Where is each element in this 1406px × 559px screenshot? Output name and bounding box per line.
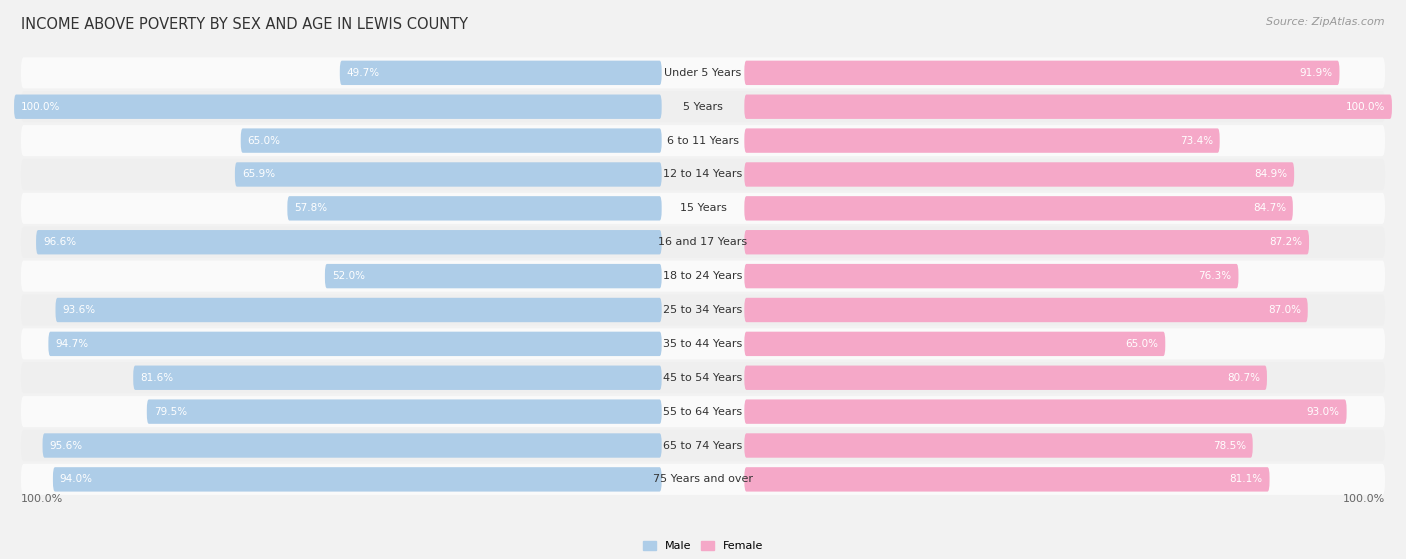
FancyBboxPatch shape (235, 162, 662, 187)
Text: Under 5 Years: Under 5 Years (665, 68, 741, 78)
FancyBboxPatch shape (21, 396, 1385, 427)
FancyBboxPatch shape (21, 226, 1385, 258)
Legend: Male, Female: Male, Female (638, 536, 768, 556)
Text: 87.0%: 87.0% (1268, 305, 1301, 315)
FancyBboxPatch shape (744, 331, 1166, 356)
Text: Source: ZipAtlas.com: Source: ZipAtlas.com (1267, 17, 1385, 27)
Text: 35 to 44 Years: 35 to 44 Years (664, 339, 742, 349)
FancyBboxPatch shape (744, 298, 1308, 322)
FancyBboxPatch shape (744, 433, 1253, 458)
FancyBboxPatch shape (134, 366, 662, 390)
Text: 80.7%: 80.7% (1227, 373, 1260, 383)
FancyBboxPatch shape (21, 362, 1385, 394)
Text: 73.4%: 73.4% (1180, 136, 1213, 145)
FancyBboxPatch shape (744, 162, 1294, 187)
FancyBboxPatch shape (21, 464, 1385, 495)
FancyBboxPatch shape (744, 230, 1309, 254)
FancyBboxPatch shape (744, 264, 1239, 288)
FancyBboxPatch shape (744, 60, 1340, 85)
FancyBboxPatch shape (744, 467, 1270, 491)
Text: 81.1%: 81.1% (1229, 475, 1263, 485)
Text: 25 to 34 Years: 25 to 34 Years (664, 305, 742, 315)
Text: 100.0%: 100.0% (1343, 494, 1385, 504)
FancyBboxPatch shape (21, 57, 1385, 88)
Text: 15 Years: 15 Years (679, 203, 727, 214)
FancyBboxPatch shape (21, 125, 1385, 156)
Text: 65 to 74 Years: 65 to 74 Years (664, 440, 742, 451)
Text: 93.0%: 93.0% (1306, 406, 1340, 416)
Text: 96.6%: 96.6% (44, 237, 76, 247)
Text: 12 to 14 Years: 12 to 14 Years (664, 169, 742, 179)
FancyBboxPatch shape (744, 400, 1347, 424)
Text: 6 to 11 Years: 6 to 11 Years (666, 136, 740, 145)
FancyBboxPatch shape (14, 94, 662, 119)
Text: 94.7%: 94.7% (55, 339, 89, 349)
Text: 45 to 54 Years: 45 to 54 Years (664, 373, 742, 383)
Text: 87.2%: 87.2% (1270, 237, 1302, 247)
Text: 84.7%: 84.7% (1253, 203, 1286, 214)
FancyBboxPatch shape (21, 91, 1385, 122)
Text: 94.0%: 94.0% (60, 475, 93, 485)
Text: 52.0%: 52.0% (332, 271, 364, 281)
FancyBboxPatch shape (21, 159, 1385, 190)
Text: 100.0%: 100.0% (21, 494, 63, 504)
Text: 65.9%: 65.9% (242, 169, 276, 179)
FancyBboxPatch shape (53, 467, 662, 491)
FancyBboxPatch shape (744, 196, 1294, 221)
Text: INCOME ABOVE POVERTY BY SEX AND AGE IN LEWIS COUNTY: INCOME ABOVE POVERTY BY SEX AND AGE IN L… (21, 17, 468, 32)
Text: 100.0%: 100.0% (21, 102, 60, 112)
Text: 18 to 24 Years: 18 to 24 Years (664, 271, 742, 281)
FancyBboxPatch shape (21, 328, 1385, 359)
Text: 65.0%: 65.0% (247, 136, 281, 145)
FancyBboxPatch shape (240, 129, 662, 153)
FancyBboxPatch shape (744, 129, 1219, 153)
Text: 57.8%: 57.8% (294, 203, 328, 214)
FancyBboxPatch shape (744, 94, 1392, 119)
FancyBboxPatch shape (146, 400, 662, 424)
FancyBboxPatch shape (21, 430, 1385, 461)
FancyBboxPatch shape (21, 295, 1385, 325)
Text: 100.0%: 100.0% (1346, 102, 1385, 112)
Text: 75 Years and over: 75 Years and over (652, 475, 754, 485)
FancyBboxPatch shape (37, 230, 662, 254)
Text: 76.3%: 76.3% (1198, 271, 1232, 281)
Text: 79.5%: 79.5% (153, 406, 187, 416)
FancyBboxPatch shape (42, 433, 662, 458)
FancyBboxPatch shape (55, 298, 662, 322)
FancyBboxPatch shape (48, 331, 662, 356)
Text: 84.9%: 84.9% (1254, 169, 1288, 179)
Text: 49.7%: 49.7% (347, 68, 380, 78)
FancyBboxPatch shape (21, 260, 1385, 292)
Text: 95.6%: 95.6% (49, 440, 83, 451)
Text: 78.5%: 78.5% (1213, 440, 1246, 451)
Text: 93.6%: 93.6% (62, 305, 96, 315)
FancyBboxPatch shape (340, 60, 662, 85)
Text: 5 Years: 5 Years (683, 102, 723, 112)
FancyBboxPatch shape (325, 264, 662, 288)
FancyBboxPatch shape (287, 196, 662, 221)
FancyBboxPatch shape (21, 193, 1385, 224)
Text: 55 to 64 Years: 55 to 64 Years (664, 406, 742, 416)
Text: 65.0%: 65.0% (1125, 339, 1159, 349)
Text: 91.9%: 91.9% (1299, 68, 1333, 78)
Text: 81.6%: 81.6% (141, 373, 173, 383)
FancyBboxPatch shape (744, 366, 1267, 390)
Text: 16 and 17 Years: 16 and 17 Years (658, 237, 748, 247)
